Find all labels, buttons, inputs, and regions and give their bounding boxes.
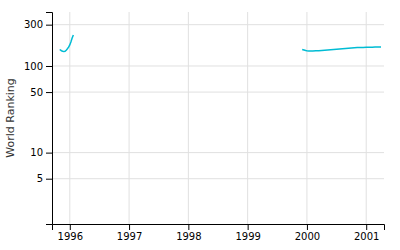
y-tick-mark <box>46 66 52 67</box>
y-tick-mark <box>46 153 52 154</box>
grid-line-x <box>366 12 367 224</box>
x-tick-label: 1996 <box>58 231 83 242</box>
x-tick-mark <box>188 224 189 230</box>
x-domain <box>53 225 385 231</box>
x-tick-mark <box>70 224 71 230</box>
x-tick: 1997 <box>117 224 142 242</box>
y-tick-mark <box>46 25 52 26</box>
y-tick-label: 50 <box>30 87 43 98</box>
grid-line-y <box>52 92 384 93</box>
line <box>302 47 381 51</box>
x-axis: 1996 1997 1998 1999 2000 2001 <box>53 224 385 242</box>
y-tick: 100 <box>24 61 52 72</box>
x-tick-label: 1997 <box>117 231 142 242</box>
x-tick-mark <box>129 224 130 230</box>
grid <box>52 12 384 224</box>
grid-line-x <box>188 12 189 224</box>
x-tick-mark <box>366 224 367 230</box>
grid-line-y <box>52 65 384 66</box>
y-axis: 5 10 50 100 300 <box>24 13 53 225</box>
x-tick-mark <box>307 224 308 230</box>
x-tick-label: 2000 <box>295 231 320 242</box>
x-tick: 2001 <box>354 224 379 242</box>
x-tick-label: 1999 <box>235 231 260 242</box>
chart: 1996 1997 1998 1999 2000 2001 5 10 50 100 300 World… <box>0 0 400 250</box>
x-tick-mark <box>248 224 249 230</box>
y-domain <box>46 13 53 225</box>
grid-line-x <box>247 12 248 224</box>
x-tick: 1999 <box>235 224 260 242</box>
grid-line-x <box>129 12 130 224</box>
x-tick: 1998 <box>176 224 201 242</box>
y-tick: 5 <box>37 173 52 184</box>
y-tick-label: 5 <box>37 173 43 184</box>
lines <box>60 35 381 52</box>
x-tick-label: 2001 <box>354 231 379 242</box>
y-axis-title: World Ranking <box>4 78 17 158</box>
grid-line-y <box>52 152 384 153</box>
plot: 1996 1997 1998 1999 2000 2001 5 10 50 100 300 <box>24 12 385 242</box>
x-tick: 1996 <box>58 224 83 242</box>
grid-line-y <box>52 24 384 25</box>
line <box>60 35 74 52</box>
y-tick: 10 <box>30 147 52 158</box>
y-tick-mark <box>46 179 52 180</box>
y-tick: 300 <box>24 19 52 30</box>
grid-line-x <box>306 12 307 224</box>
x-tick-label: 1998 <box>176 231 201 242</box>
y-tick-mark <box>46 92 52 93</box>
y-tick: 50 <box>30 87 52 98</box>
grid-line-y <box>52 178 384 179</box>
x-tick: 2000 <box>295 224 320 242</box>
y-tick-label: 10 <box>30 147 43 158</box>
y-tick-label: 300 <box>24 19 43 30</box>
y-tick-label: 100 <box>24 61 43 72</box>
